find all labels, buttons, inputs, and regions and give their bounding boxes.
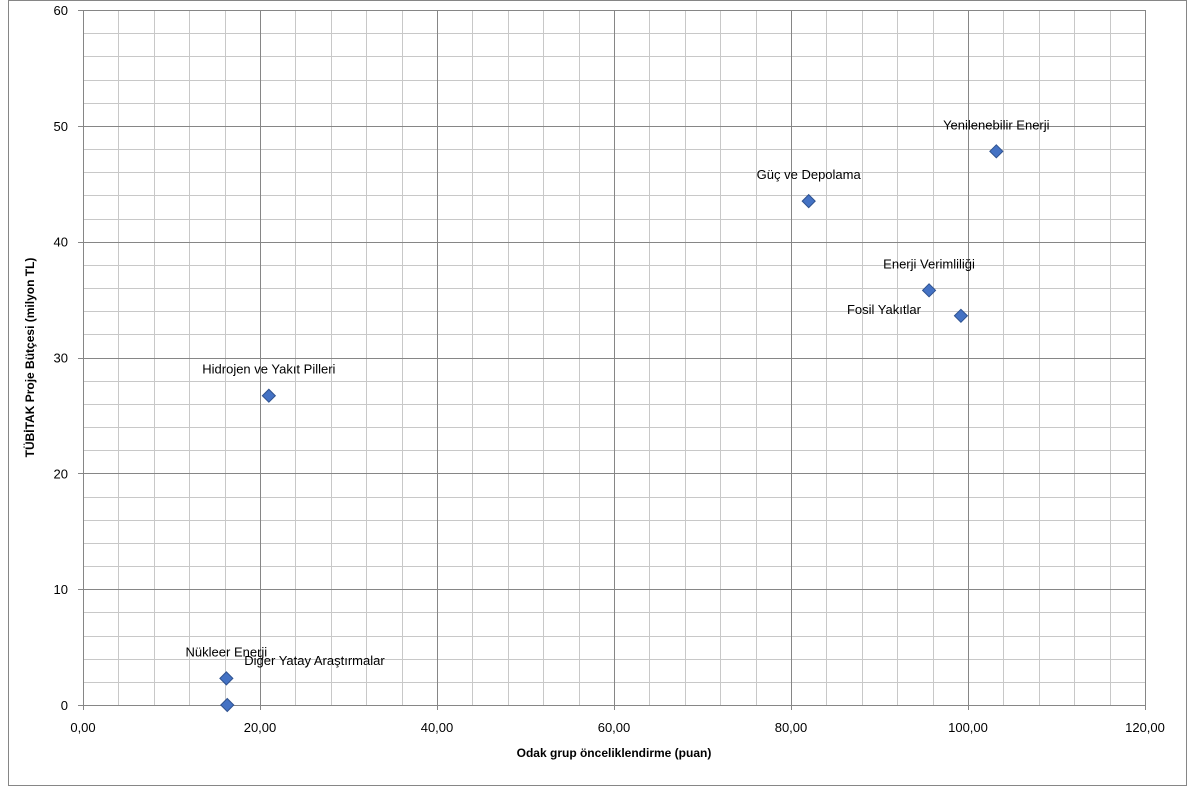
- x-tick-label: 40,00: [421, 720, 454, 735]
- y-tick-label: 30: [54, 351, 68, 366]
- x-tick-label: 60,00: [598, 720, 631, 735]
- data-point-marker: [921, 283, 937, 298]
- data-point-marker: [801, 193, 816, 209]
- x-axis-title: Odak grup önceliklendirme (puan): [517, 746, 712, 760]
- data-point-label: Fosil Yakıtlar: [847, 302, 922, 317]
- x-tick-label: 80,00: [775, 720, 808, 735]
- y-tick-label: 20: [54, 466, 68, 481]
- y-tick-label: 60: [54, 3, 68, 18]
- x-axis-tick-labels: 0,00 20,00 40,00 60,00 80,00 100,00 120,00: [70, 720, 1165, 735]
- data-point-marker: [219, 671, 234, 686]
- x-tick-label: 0,00: [70, 720, 95, 735]
- data-point-label: Nükleer Enerji: [186, 644, 268, 659]
- chart-area: [8, 0, 1187, 786]
- data-point-marker: [989, 144, 1004, 159]
- y-tick-label: 10: [54, 582, 68, 597]
- data-point-marker: [953, 308, 969, 324]
- data-point-marker: [220, 697, 235, 713]
- data-labels: Yenilenebilir Enerji Güç ve Depolama Enerj…: [186, 117, 1050, 668]
- x-tick-label: 20,00: [244, 720, 277, 735]
- y-axis-title: TÜBİTAK Proje Bütçesi (milyon TL): [22, 258, 37, 458]
- data-point-label: Enerji Verimliliği: [883, 256, 975, 271]
- x-tick-label: 100,00: [948, 720, 988, 735]
- data-point-label: Hidrojen ve Yakıt Pilleri: [202, 362, 335, 377]
- y-tick-label: 0: [61, 698, 68, 713]
- axes: [78, 10, 1146, 710]
- x-tick-label: 120,00: [1125, 720, 1165, 735]
- y-tick-label: 40: [54, 235, 68, 250]
- y-axis-tick-labels: 0 10 20 30 40 50 60: [54, 3, 68, 713]
- major-gridlines: [83, 10, 1146, 706]
- data-point-label: Güç ve Depolama: [757, 167, 862, 182]
- data-point-marker: [261, 388, 277, 403]
- data-point-label: Diğer Yatay Araştırmalar: [244, 653, 385, 668]
- data-points: [219, 144, 1004, 713]
- y-tick-label: 50: [54, 119, 68, 134]
- data-point-label: Yenilenebilir Enerji: [943, 117, 1050, 132]
